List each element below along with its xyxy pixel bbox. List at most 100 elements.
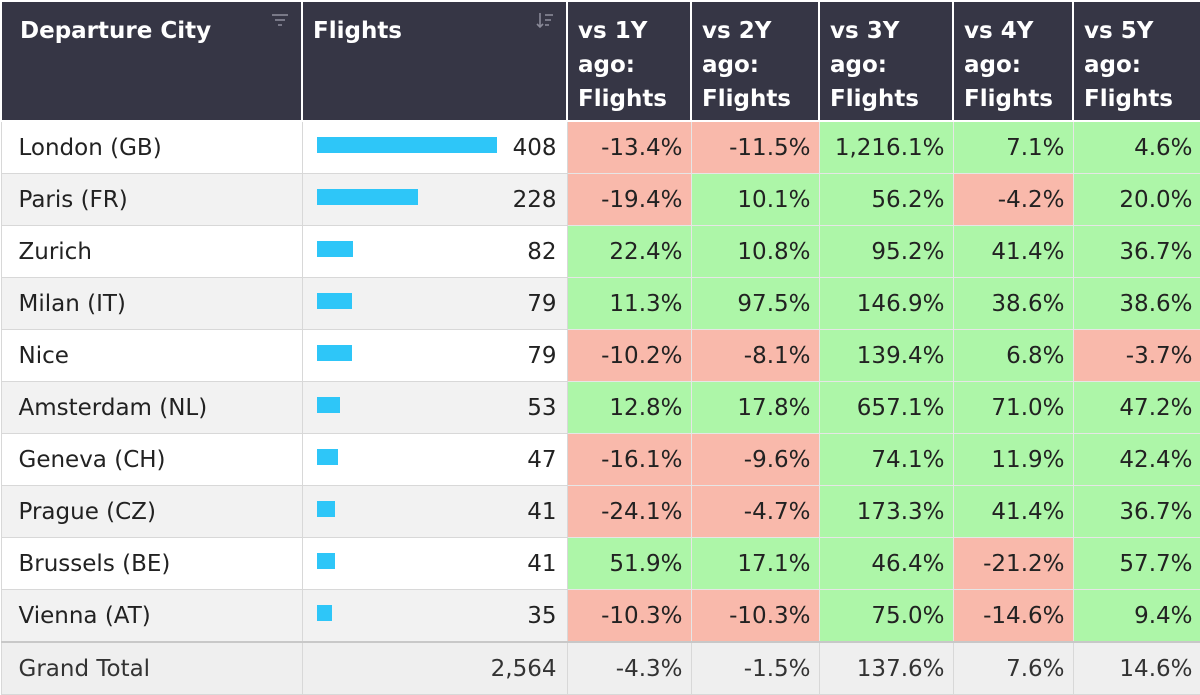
header-line: vs 1Y <box>578 18 648 44</box>
grand-total-vs-5y: 14.6% <box>1072 641 1200 695</box>
grand-total-row: Grand Total 2,564 -4.3% -1.5% 137.6% 7.6… <box>0 641 1200 695</box>
column-header-departure-city[interactable]: Departure City <box>0 0 303 122</box>
vs-4y-cell: -21.2% <box>952 537 1074 590</box>
header-line: ago: <box>702 52 759 78</box>
vs-3y-cell: 56.2% <box>818 173 954 226</box>
table-row: Brussels (BE) 41 51.9% 17.1% 46.4% -21.2% 57.7… <box>0 537 1200 590</box>
vs-1y-cell: 22.4% <box>566 225 692 278</box>
vs-4y-cell: -4.2% <box>952 173 1074 226</box>
column-header-label: Flights <box>313 18 403 44</box>
vs-1y-cell: 51.9% <box>566 537 692 590</box>
flights-bar <box>316 501 335 517</box>
departure-city-cell: Paris (FR) <box>0 173 303 226</box>
flights-value: 35 <box>527 602 557 629</box>
vs-3y-cell: 1,216.1% <box>818 120 954 174</box>
departure-city-cell: London (GB) <box>0 120 303 174</box>
flights-value: 408 <box>512 134 557 161</box>
flights-value: 53 <box>527 394 557 421</box>
flights-bar <box>316 345 352 361</box>
vs-3y-cell: 173.3% <box>818 485 954 538</box>
vs-2y-cell: 17.1% <box>690 537 820 590</box>
vs-3y-cell: 74.1% <box>818 433 954 486</box>
flights-cell: 408 <box>301 120 568 174</box>
flights-bar <box>316 241 353 257</box>
flights-cell: 53 <box>301 381 568 434</box>
vs-2y-cell: -10.3% <box>690 589 820 643</box>
flights-bar <box>316 605 332 621</box>
flights-value: 82 <box>527 238 557 265</box>
table-row: Paris (FR) 228 -19.4% 10.1% 56.2% -4.2% 20.0% <box>0 173 1200 226</box>
column-header-label: Departure City <box>20 18 212 44</box>
vs-5y-cell: 42.4% <box>1072 433 1200 486</box>
vs-4y-cell: 6.8% <box>952 329 1074 382</box>
vs-2y-cell: -11.5% <box>690 120 820 174</box>
header-line: Flights <box>578 86 668 112</box>
vs-4y-cell: 38.6% <box>952 277 1074 330</box>
vs-1y-cell: 12.8% <box>566 381 692 434</box>
departure-city-cell: Vienna (AT) <box>0 589 303 643</box>
flights-value: 228 <box>512 186 557 213</box>
filter-icon[interactable] <box>271 12 289 28</box>
vs-3y-cell: 139.4% <box>818 329 954 382</box>
header-row: Departure City Flights vs 1Y <box>0 0 1200 122</box>
table-row: Vienna (AT) 35 -10.3% -10.3% 75.0% -14.6% 9.4% <box>0 589 1200 643</box>
column-header-vs-1y[interactable]: vs 1Y ago: Flights <box>566 0 692 122</box>
header-line: Flights <box>1084 86 1174 112</box>
vs-3y-cell: 95.2% <box>818 225 954 278</box>
table-row: Prague (CZ) 41 -24.1% -4.7% 173.3% 41.4% 36.7% <box>0 485 1200 538</box>
table-row: Nice 79 -10.2% -8.1% 139.4% 6.8% -3.7% <box>0 329 1200 382</box>
vs-3y-cell: 75.0% <box>818 589 954 643</box>
column-header-vs-4y[interactable]: vs 4Y ago: Flights <box>952 0 1074 122</box>
vs-1y-cell: -16.1% <box>566 433 692 486</box>
vs-2y-cell: -9.6% <box>690 433 820 486</box>
departure-city-cell: Brussels (BE) <box>0 537 303 590</box>
departure-city-cell: Zurich <box>0 225 303 278</box>
vs-4y-cell: 41.4% <box>952 225 1074 278</box>
flights-cell: 228 <box>301 173 568 226</box>
column-header-flights[interactable]: Flights <box>301 0 568 122</box>
header-line: ago: <box>1084 52 1141 78</box>
flights-bar <box>316 449 338 465</box>
vs-2y-cell: 17.8% <box>690 381 820 434</box>
column-header-vs-5y[interactable]: vs 5Y ago: Flights <box>1072 0 1200 122</box>
vs-1y-cell: -19.4% <box>566 173 692 226</box>
departure-city-cell: Nice <box>0 329 303 382</box>
vs-2y-cell: -8.1% <box>690 329 820 382</box>
vs-3y-cell: 657.1% <box>818 381 954 434</box>
vs-1y-cell: -10.2% <box>566 329 692 382</box>
header-line: ago: <box>830 52 887 78</box>
vs-4y-cell: 71.0% <box>952 381 1074 434</box>
column-header-vs-2y[interactable]: vs 2Y ago: Flights <box>690 0 820 122</box>
flights-value: 47 <box>527 446 557 473</box>
table-row: Zurich 82 22.4% 10.8% 95.2% 41.4% 36.7% <box>0 225 1200 278</box>
header-line: Flights <box>830 86 920 112</box>
vs-3y-cell: 46.4% <box>818 537 954 590</box>
vs-5y-cell: 38.6% <box>1072 277 1200 330</box>
header-line: vs 4Y <box>964 18 1034 44</box>
vs-2y-cell: -4.7% <box>690 485 820 538</box>
flights-bar <box>316 137 497 153</box>
vs-1y-cell: -24.1% <box>566 485 692 538</box>
header-line: ago: <box>964 52 1021 78</box>
flights-cell: 41 <box>301 537 568 590</box>
grand-total-vs-3y: 137.6% <box>818 641 954 695</box>
vs-4y-cell: 7.1% <box>952 120 1074 174</box>
sort-descending-icon[interactable] <box>536 12 554 28</box>
vs-2y-cell: 10.8% <box>690 225 820 278</box>
flights-cell: 82 <box>301 225 568 278</box>
grand-total-flights: 2,564 <box>301 641 568 695</box>
departure-city-cell: Geneva (CH) <box>0 433 303 486</box>
grand-total-vs-1y: -4.3% <box>566 641 692 695</box>
header-line: vs 2Y <box>702 18 772 44</box>
grand-total-vs-2y: -1.5% <box>690 641 820 695</box>
vs-5y-cell: 20.0% <box>1072 173 1200 226</box>
flights-cell: 41 <box>301 485 568 538</box>
vs-1y-cell: -10.3% <box>566 589 692 643</box>
column-header-vs-3y[interactable]: vs 3Y ago: Flights <box>818 0 954 122</box>
header-line: vs 3Y <box>830 18 900 44</box>
departure-city-cell: Amsterdam (NL) <box>0 381 303 434</box>
table-body: London (GB) 408 -13.4% -11.5% 1,216.1% 7.1% 4.… <box>0 120 1200 643</box>
header-line: ago: <box>578 52 635 78</box>
vs-5y-cell: 36.7% <box>1072 225 1200 278</box>
